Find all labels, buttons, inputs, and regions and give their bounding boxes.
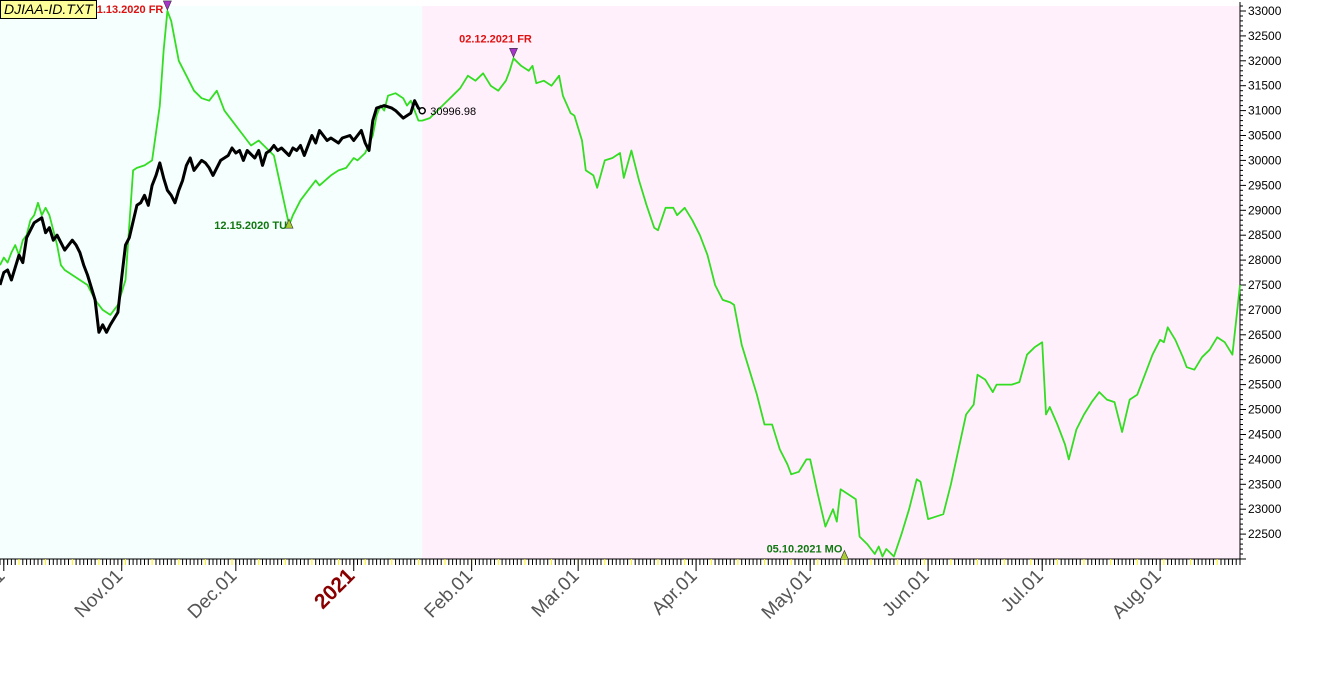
- y-tick-label: 28500: [1248, 228, 1282, 242]
- high-label: 11.13.2020 FR: [91, 4, 163, 16]
- y-tick-label: 30000: [1248, 153, 1282, 167]
- x-tick-label: Apr.01: [648, 566, 702, 620]
- y-tick-label: 23000: [1248, 502, 1282, 516]
- y-tick-label: 27000: [1248, 303, 1282, 317]
- y-tick-label: 25000: [1248, 403, 1282, 417]
- x-tick-label: 2021: [310, 564, 360, 614]
- y-tick-label: 29500: [1248, 178, 1282, 192]
- low-label: 05.10.2021 MO: [767, 544, 843, 556]
- x-tick-label: .01: [0, 566, 9, 600]
- y-tick-label: 24000: [1248, 452, 1282, 466]
- y-tick-label: 24500: [1248, 427, 1282, 441]
- y-tick-label: 26500: [1248, 328, 1282, 342]
- y-tick-label: 30500: [1248, 129, 1282, 143]
- y-tick-label: 27500: [1248, 278, 1282, 292]
- y-tick-label: 28000: [1248, 253, 1282, 267]
- low-label: 12.15.2020 TU: [214, 220, 287, 232]
- y-tick-label: 31500: [1248, 79, 1282, 93]
- forecast-line: [0, 10, 1241, 558]
- y-tick-label: 29000: [1248, 203, 1282, 217]
- x-tick-label: Feb.01: [421, 566, 478, 623]
- x-tick-label: Mar.01: [528, 566, 584, 622]
- file-name-label: DJIAA-ID.TXT: [0, 0, 97, 19]
- x-tick-label: Jun.01: [878, 566, 933, 621]
- y-tick-label: 33000: [1248, 4, 1282, 18]
- x-tick-label: Jul.01: [997, 566, 1048, 617]
- annotation-layer: 30996.98 11.13.2020 FR 12.15.2020 TU 02.12.…: [91, 0, 849, 560]
- high-label: 02.12.2021 FR: [459, 33, 532, 45]
- last-value-label: 30996.98: [430, 106, 476, 118]
- y-tick-label: 32000: [1248, 54, 1282, 68]
- x-tick-label: May.01: [758, 566, 816, 624]
- low-marker: [839, 549, 849, 560]
- low-marker: [284, 218, 294, 229]
- future-region: [422, 6, 1240, 559]
- y-tick-label: 22500: [1248, 527, 1282, 541]
- y-tick-label: 25500: [1248, 378, 1282, 392]
- past-region: [0, 6, 423, 559]
- y-tick-label: 31000: [1248, 104, 1282, 118]
- price-line: [0, 99, 424, 334]
- high-marker: [509, 48, 518, 59]
- series-layer: [0, 10, 1241, 558]
- y-tick-label: 23500: [1248, 477, 1282, 491]
- y-tick-label: 26000: [1248, 353, 1282, 367]
- x-tick-label: Dec.01: [184, 566, 241, 623]
- y-tick-label: 32500: [1248, 29, 1282, 43]
- last-value-marker: [418, 107, 426, 115]
- x-tick-label: Nov.01: [71, 566, 127, 622]
- x-tick-label: Aug.01: [1108, 566, 1165, 623]
- chart-background: [0, 6, 1240, 559]
- high-marker: [162, 0, 172, 11]
